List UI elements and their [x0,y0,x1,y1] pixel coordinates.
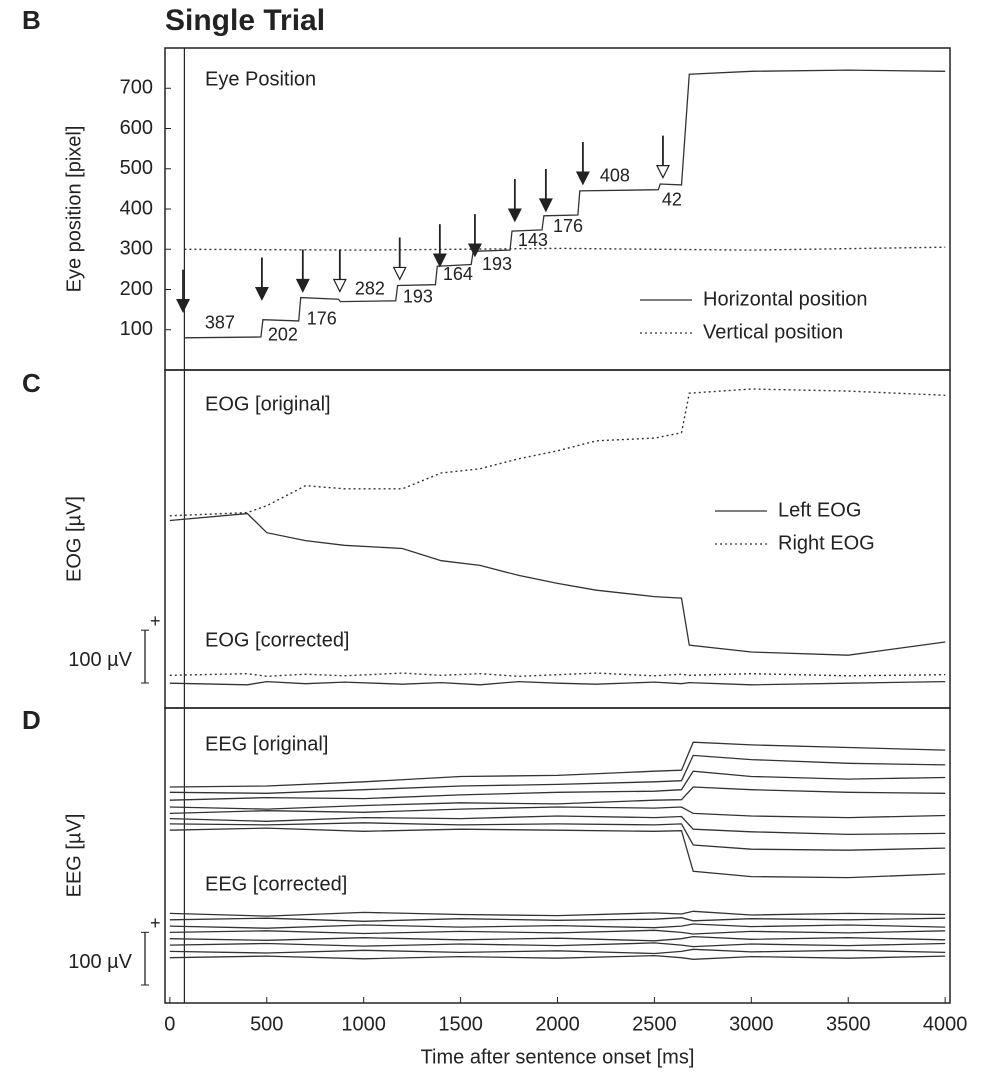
x-tick-label: 0 [164,1013,175,1035]
trace [169,935,946,942]
x-tick-label: 1500 [438,1013,483,1035]
trace [169,770,946,801]
trace [169,672,946,678]
panel-label: C [22,368,41,398]
trace [169,954,946,960]
fixation-duration: 164 [443,264,473,284]
fixation-duration: 42 [662,190,682,210]
trace [169,741,946,788]
fixation-duration: 387 [205,312,235,332]
trace [169,512,946,656]
trace [169,388,946,517]
trace [169,786,946,810]
panel-annotation: Eye Position [205,68,316,90]
saccade-arrow-head [432,253,447,268]
y-tick-label: 300 [120,238,153,260]
saccade-arrow-head [254,286,269,301]
panel-label: D [22,705,41,735]
legend-label: Left EOG [778,499,861,521]
trace [169,923,946,929]
fixation-duration: 176 [307,308,337,328]
trace [169,827,946,879]
y-tick-label: 700 [120,77,153,99]
saccade-arrow-head [575,171,590,186]
x-tick-label: 4000 [923,1013,968,1035]
fixation-duration: 193 [403,286,433,306]
fixation-duration: 176 [553,216,583,236]
trace [169,815,946,836]
trace [169,806,946,819]
trace [184,69,946,339]
fixation-duration: 193 [482,254,512,274]
x-tick-label: 3000 [729,1013,774,1035]
y-tick-label: 400 [120,197,153,219]
fixation-duration: 143 [518,230,548,250]
trace [169,822,946,851]
fixation-duration: 202 [268,325,298,345]
saccade-arrow-head [467,243,482,258]
trace [169,754,946,794]
fixation-duration: 408 [600,166,630,186]
fixation-duration: 282 [355,278,385,298]
y-tick-label: 600 [120,117,153,139]
saccade-arrow-head [507,208,522,223]
saccade-arrow-head [176,299,190,313]
panel-annotation: EOG [original] [205,393,331,415]
legend-label: Vertical position [703,321,843,343]
scale-bar-label: 100 µV [68,951,132,973]
panel-annotation: EEG [corrected] [205,873,347,895]
trace [169,929,946,935]
trace [184,246,946,251]
x-tick-label: 2500 [632,1013,677,1035]
legend-label: Horizontal position [703,288,868,310]
trace [169,942,946,948]
saccade-arrow-head [655,165,670,179]
x-tick-label: 3500 [826,1013,871,1035]
trace [169,917,946,922]
saccade-arrow-head [538,198,553,213]
panel-label: B [22,5,41,35]
saccade-arrow-head [295,278,310,293]
legend-label: Right EOG [778,532,875,554]
y-tick-label: 100 [120,318,153,340]
y-tick-label: 500 [120,157,153,179]
saccade-arrow-head [332,278,347,293]
panel-annotation: EEG [original] [205,733,328,755]
x-axis-label: Time after sentence onset [ms] [421,1046,695,1068]
x-tick-label: 1000 [341,1013,386,1035]
y-axis-label: EOG [µV] [63,496,85,582]
x-tick-label: 2000 [535,1013,580,1035]
y-axis-label: EEG [µV] [63,814,85,898]
trace [169,910,946,917]
trace [169,680,946,686]
chart-title: Single Trial [165,4,325,37]
panel-annotation: EOG [corrected] [205,629,350,651]
x-tick-label: 500 [250,1013,283,1035]
y-axis-label: Eye position [pixel] [63,126,85,293]
y-tick-label: 200 [120,278,153,300]
trace [169,948,946,955]
saccade-arrow-head [392,266,407,281]
scale-bar-label: 100 µV [68,649,132,671]
scale-bar-sign: + [150,611,161,631]
scale-bar-sign: + [150,913,161,933]
